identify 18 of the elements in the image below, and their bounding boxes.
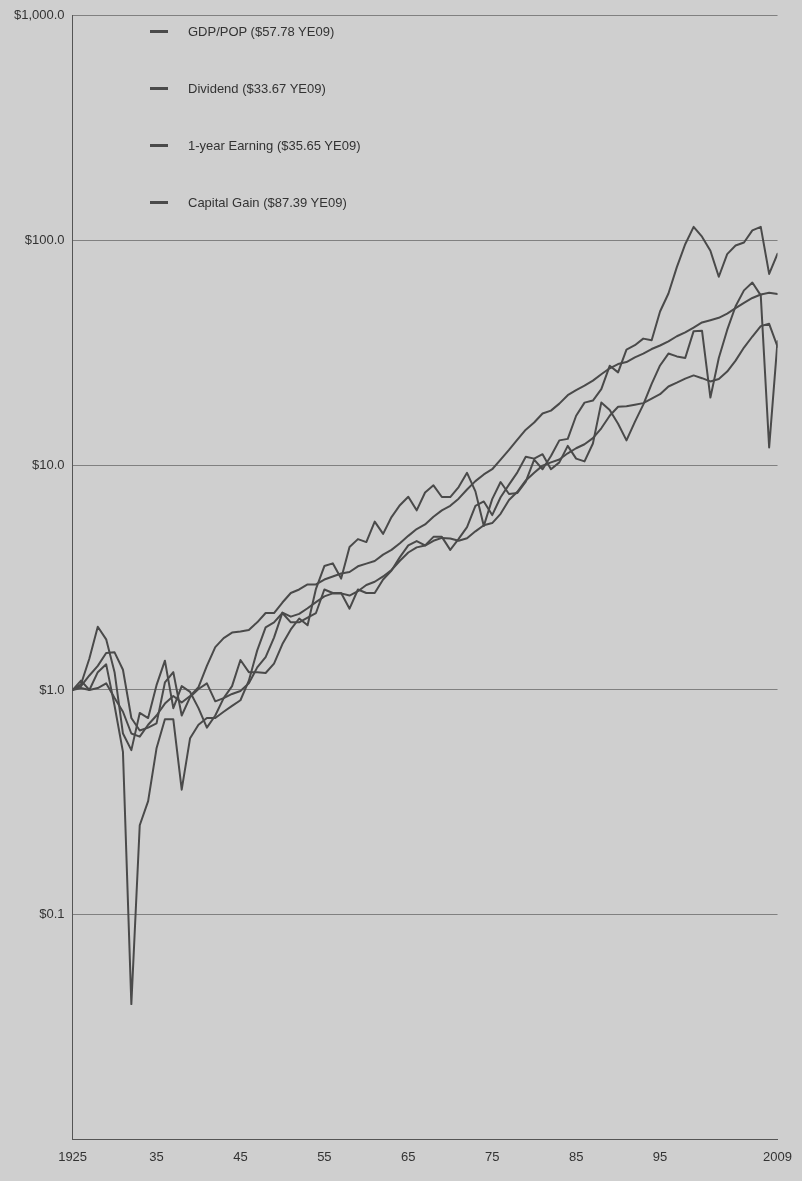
x-tick-label: 55	[317, 1148, 332, 1164]
x-tick-label: 75	[484, 1148, 500, 1164]
x-tick-label: 85	[568, 1148, 584, 1164]
legend-label: Dividend ($33.67 YE09)	[188, 80, 326, 96]
x-tick-label: 2009	[763, 1148, 792, 1164]
y-tick-label: $10.0	[32, 456, 65, 472]
y-tick-label: $0.1	[39, 906, 65, 922]
x-tick-label: 1925	[58, 1148, 88, 1164]
y-tick-label: $100.0	[24, 232, 65, 248]
legend-label: 1-year Earning ($35.65 YE09)	[188, 137, 361, 153]
y-tick-label: $1,000.0	[13, 7, 65, 23]
y-tick-label: $1.0	[39, 681, 65, 697]
x-tick-label: 65	[401, 1148, 416, 1164]
legend-label: Capital Gain ($87.39 YE09)	[188, 194, 347, 210]
x-tick-label: 95	[652, 1148, 668, 1164]
x-tick-label: 35	[149, 1148, 164, 1164]
x-tick-label: 45	[233, 1148, 248, 1164]
legend-label: GDP/POP ($57.78 YE09)	[188, 23, 335, 39]
